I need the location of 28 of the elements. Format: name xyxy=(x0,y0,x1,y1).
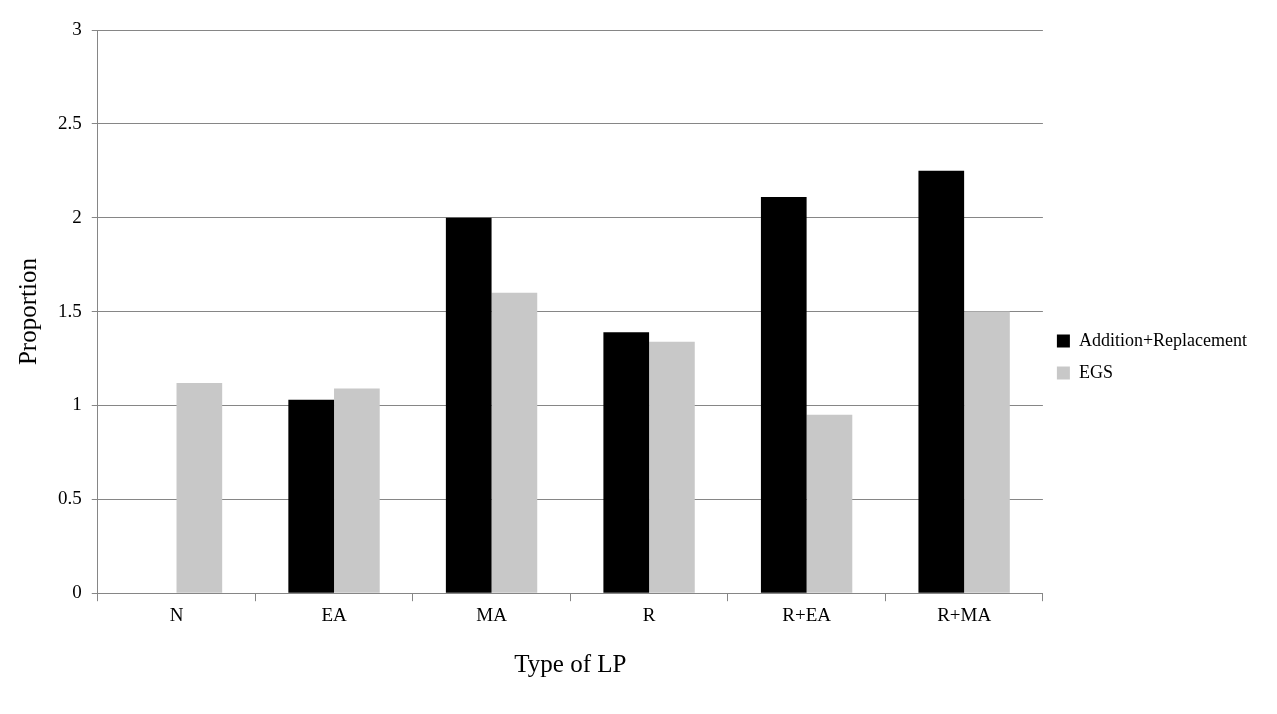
bar xyxy=(760,197,807,593)
bar xyxy=(334,388,380,593)
bar xyxy=(288,399,335,593)
legend-label: Addition+Replacement xyxy=(1078,329,1247,350)
x-tick-label: R+EA xyxy=(782,603,832,625)
x-tick-label: R+MA xyxy=(937,603,992,625)
x-tick-label: MA xyxy=(476,603,508,625)
bar xyxy=(649,341,695,593)
y-tick-label: 2 xyxy=(72,205,82,227)
x-tick-label: N xyxy=(169,603,184,625)
x-tick-label: R xyxy=(642,603,656,625)
y-tick-label: 0.5 xyxy=(58,487,82,509)
bar xyxy=(176,382,223,593)
x-axis-title: Type of LP xyxy=(514,649,627,677)
x-tick-label: EA xyxy=(321,603,347,625)
y-tick-label: 0 xyxy=(72,581,82,603)
bar xyxy=(964,311,1010,593)
y-tick-label: 1.5 xyxy=(58,299,82,321)
y-axis-title: Proportion xyxy=(13,257,41,366)
bar xyxy=(918,170,965,593)
legend-label: EGS xyxy=(1078,361,1113,382)
bar xyxy=(603,332,650,593)
y-tick-label: 3 xyxy=(72,17,82,39)
bar xyxy=(445,217,492,593)
bar xyxy=(491,292,538,593)
bar xyxy=(806,414,853,593)
y-tick-label: 2.5 xyxy=(58,111,82,133)
y-tick-label: 1 xyxy=(72,393,82,415)
